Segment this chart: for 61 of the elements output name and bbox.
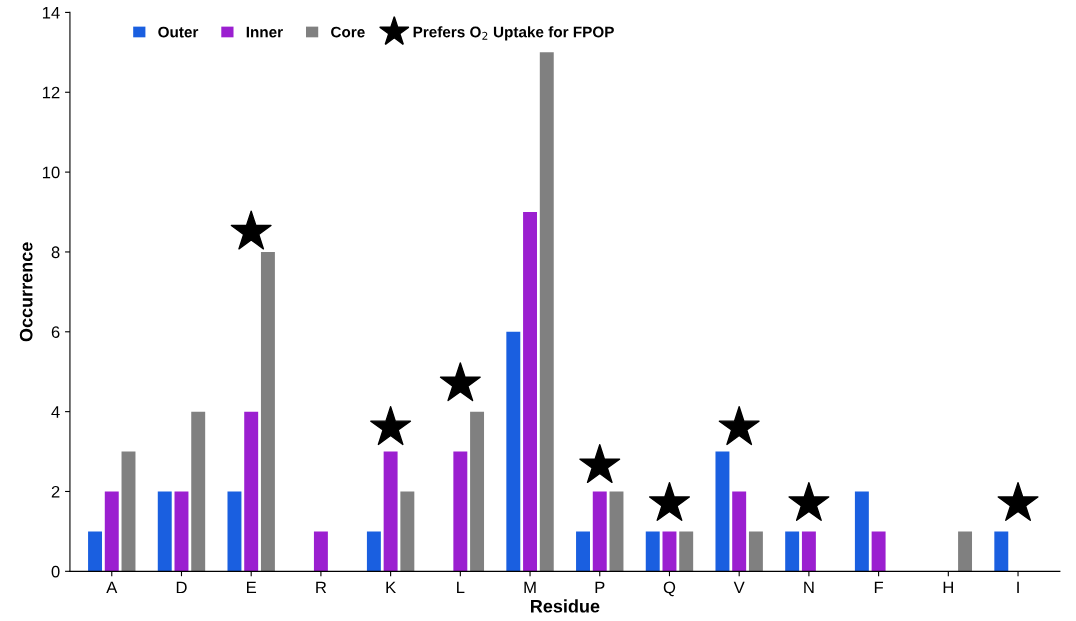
y-tick-label: 12 (42, 86, 60, 99)
bar (871, 531, 886, 572)
x-tick-label: L (457, 581, 465, 594)
bar (801, 531, 816, 572)
bar (121, 451, 136, 572)
x-tick-label: M (524, 581, 536, 594)
legend-label: Inner (246, 26, 283, 38)
bar (662, 531, 677, 572)
y-tick-label: 8 (51, 246, 60, 259)
y-axis-title: Occurrence (19, 242, 33, 342)
bar (645, 531, 660, 572)
x-tick-label: F (874, 581, 884, 594)
x-axis-title: Residue (530, 599, 600, 613)
bar (576, 531, 590, 572)
bar (715, 451, 730, 572)
x-tick-label: Q (663, 581, 676, 597)
bar (313, 531, 328, 572)
x-tick-label: P (595, 581, 605, 594)
bar (88, 531, 103, 572)
bar (994, 531, 1009, 572)
bar (679, 531, 694, 572)
bar (174, 491, 189, 572)
bar (748, 531, 763, 572)
bar (958, 531, 973, 572)
y-tick-label: 2 (51, 485, 60, 498)
bar (191, 411, 206, 572)
y-tick-label: 10 (42, 166, 60, 179)
bar (453, 451, 468, 572)
bar (244, 411, 259, 572)
bar (366, 531, 381, 572)
bar (383, 451, 398, 572)
bar (227, 491, 242, 572)
bar (592, 491, 607, 572)
bar (732, 491, 747, 572)
legend-label: Prefers O$_{2}$ Uptake for FPOP (413, 26, 614, 41)
legend-label: Outer (158, 26, 199, 38)
x-tick-label: R (316, 581, 327, 594)
x-tick-label: H (943, 581, 953, 594)
x-tick-label: A (106, 581, 118, 594)
bar (854, 491, 869, 572)
bar (523, 212, 538, 572)
x-tick-label: N (804, 581, 814, 594)
x-tick-label: E (247, 581, 257, 594)
bar (539, 52, 554, 572)
y-tick-label: 0 (51, 565, 60, 578)
bar (506, 331, 521, 572)
y-tick-label: 14 (42, 6, 60, 19)
bar (157, 491, 172, 572)
x-tick-label: V (733, 581, 745, 594)
x-tick-label: I (1017, 581, 1019, 594)
legend-label: Core (331, 26, 365, 38)
bar (104, 491, 119, 572)
x-tick-label: K (386, 581, 396, 594)
y-tick-label: 4 (51, 406, 60, 418)
bar (609, 491, 624, 572)
y-tick-label: 6 (51, 326, 60, 338)
bar (400, 491, 415, 572)
bar (785, 531, 800, 572)
bar (470, 411, 485, 572)
x-tick-label: D (176, 581, 187, 594)
bar (260, 251, 275, 572)
